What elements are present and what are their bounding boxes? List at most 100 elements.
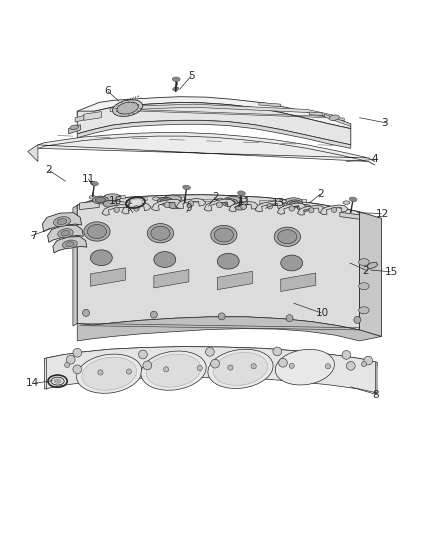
Circle shape [73, 365, 81, 374]
Circle shape [188, 201, 193, 206]
Circle shape [218, 313, 225, 320]
Circle shape [227, 365, 233, 370]
Text: 16: 16 [109, 196, 122, 206]
Polygon shape [151, 199, 182, 211]
Polygon shape [359, 212, 381, 336]
Polygon shape [280, 199, 306, 204]
Ellipse shape [112, 100, 142, 116]
Circle shape [346, 361, 354, 370]
Polygon shape [204, 199, 234, 211]
Polygon shape [121, 203, 151, 214]
Ellipse shape [277, 230, 296, 244]
Ellipse shape [286, 200, 302, 208]
Polygon shape [319, 205, 347, 215]
Polygon shape [259, 200, 276, 204]
Circle shape [98, 370, 103, 375]
Text: 4: 4 [371, 154, 378, 164]
Polygon shape [330, 117, 343, 121]
Polygon shape [47, 225, 83, 243]
Circle shape [288, 363, 293, 368]
Polygon shape [217, 271, 252, 290]
Ellipse shape [95, 197, 106, 203]
Ellipse shape [237, 191, 245, 196]
Ellipse shape [348, 197, 356, 201]
Polygon shape [77, 195, 359, 216]
Ellipse shape [89, 196, 96, 199]
Polygon shape [77, 102, 350, 145]
Polygon shape [68, 125, 80, 134]
Polygon shape [42, 213, 81, 232]
Ellipse shape [215, 198, 223, 201]
Text: 5: 5 [187, 71, 194, 81]
Ellipse shape [163, 195, 181, 202]
Ellipse shape [172, 87, 178, 91]
Polygon shape [77, 317, 381, 341]
Polygon shape [38, 133, 367, 161]
Text: 11: 11 [81, 174, 95, 184]
Ellipse shape [358, 259, 368, 265]
Circle shape [288, 206, 294, 211]
Ellipse shape [182, 185, 190, 190]
Circle shape [164, 202, 170, 208]
Circle shape [251, 364, 256, 369]
Ellipse shape [57, 229, 73, 238]
Polygon shape [277, 203, 305, 214]
Ellipse shape [172, 77, 180, 82]
Text: 12: 12 [375, 208, 389, 219]
Ellipse shape [212, 352, 267, 385]
Polygon shape [367, 262, 377, 269]
Ellipse shape [90, 181, 98, 185]
Circle shape [325, 364, 330, 369]
Polygon shape [99, 196, 125, 199]
Polygon shape [102, 205, 131, 215]
Ellipse shape [54, 379, 61, 383]
Circle shape [133, 206, 139, 211]
Polygon shape [77, 120, 350, 148]
Ellipse shape [232, 203, 246, 210]
Ellipse shape [84, 222, 110, 241]
Polygon shape [73, 205, 77, 326]
Circle shape [308, 208, 313, 213]
Ellipse shape [146, 354, 201, 387]
Polygon shape [110, 104, 332, 118]
Text: 2: 2 [124, 200, 131, 210]
Text: 14: 14 [26, 378, 39, 389]
Ellipse shape [224, 200, 235, 205]
Ellipse shape [214, 228, 233, 242]
Text: 10: 10 [315, 308, 328, 318]
Circle shape [240, 204, 246, 209]
Polygon shape [324, 114, 350, 126]
Polygon shape [90, 268, 125, 286]
Polygon shape [130, 198, 147, 201]
Ellipse shape [90, 250, 112, 265]
Ellipse shape [224, 197, 241, 204]
Ellipse shape [117, 102, 138, 114]
Polygon shape [176, 198, 205, 209]
Text: 8: 8 [371, 390, 378, 400]
Text: 2: 2 [316, 189, 323, 199]
Ellipse shape [289, 201, 299, 207]
Ellipse shape [77, 354, 141, 393]
Circle shape [286, 314, 292, 321]
Text: 3: 3 [381, 118, 387, 128]
Ellipse shape [141, 351, 206, 390]
Circle shape [278, 358, 287, 367]
Ellipse shape [159, 199, 170, 204]
Circle shape [205, 348, 214, 356]
Circle shape [113, 207, 119, 213]
Ellipse shape [342, 201, 349, 204]
Polygon shape [28, 145, 38, 161]
Ellipse shape [275, 349, 334, 385]
Polygon shape [297, 205, 325, 215]
Polygon shape [228, 201, 258, 212]
Circle shape [64, 362, 70, 368]
Circle shape [73, 349, 81, 357]
Circle shape [138, 350, 147, 359]
Polygon shape [258, 102, 280, 107]
Polygon shape [159, 197, 185, 201]
Circle shape [163, 367, 168, 372]
Polygon shape [75, 116, 84, 122]
Ellipse shape [222, 199, 237, 207]
Circle shape [82, 309, 89, 317]
Ellipse shape [128, 199, 142, 206]
